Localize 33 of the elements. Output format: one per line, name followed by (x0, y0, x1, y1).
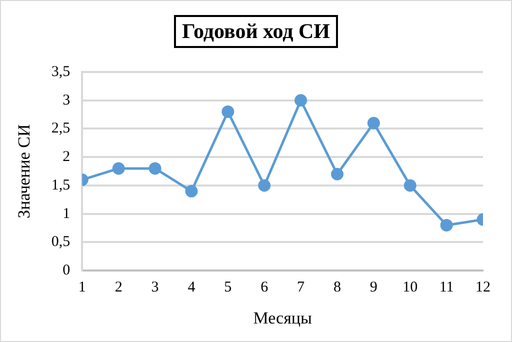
point (330, 168, 344, 180)
point (294, 94, 308, 107)
point (222, 105, 234, 118)
x-tick-label: 7 (297, 280, 306, 296)
y-tick-label: 3,5 (51, 64, 70, 80)
x-tick-label: 3 (151, 280, 159, 296)
y-tick-label: 0,5 (51, 234, 70, 250)
y-tick-label: 1 (62, 206, 70, 222)
y-tick-label: 0 (62, 262, 70, 279)
y-tick-label: 1,5 (51, 177, 70, 194)
x-tick-label: 8 (333, 280, 341, 296)
x-tick-label: 10 (402, 280, 418, 296)
x-tick-label: 9 (370, 280, 378, 296)
y-axis-title: Значение СИ (14, 124, 34, 218)
point (367, 116, 380, 130)
point (404, 179, 416, 192)
point (440, 218, 453, 232)
y-tick-label: 3 (62, 92, 70, 108)
point (148, 162, 162, 175)
x-tick-label: 4 (188, 280, 196, 296)
x-tick-label: 6 (260, 280, 269, 296)
point (185, 184, 198, 198)
x-tick-label: 11 (439, 280, 454, 296)
y-tick-label: 2,5 (51, 120, 70, 137)
point (258, 179, 271, 192)
y-tick-label: 2 (62, 149, 70, 166)
x-tick-label: 5 (224, 280, 232, 296)
point (112, 162, 125, 175)
x-tick-label: 2 (114, 280, 122, 296)
x-axis-title: Месяцы (253, 308, 313, 328)
x-tick-label: 1 (78, 280, 86, 296)
x-tick-label: 12 (476, 280, 490, 296)
chart-title: Годовой ход СИ (174, 15, 338, 48)
